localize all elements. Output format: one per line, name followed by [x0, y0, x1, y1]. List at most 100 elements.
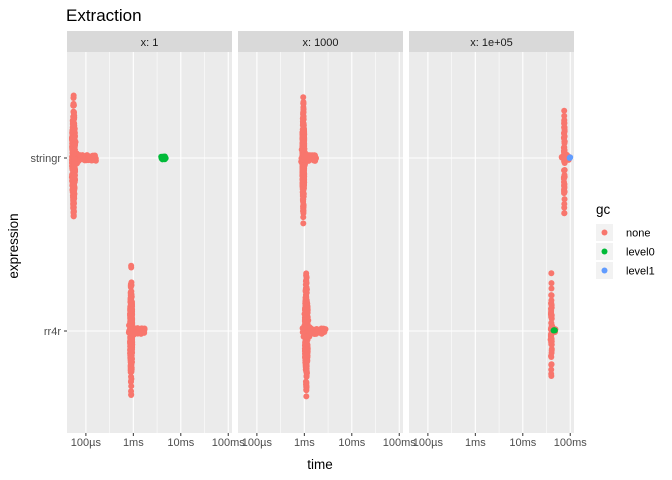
data-point	[300, 120, 307, 127]
data-point	[548, 347, 555, 354]
data-point	[71, 200, 78, 207]
data-point	[304, 358, 311, 365]
data-point	[548, 366, 555, 373]
data-point	[302, 278, 309, 285]
facet-panel: x: 1e+05 100µs 1ms 10ms 100ms	[409, 31, 587, 449]
legend-key-point	[601, 267, 608, 274]
y-axis-title: expression	[6, 213, 21, 278]
data-point	[548, 285, 555, 292]
x-tick-label: 100µs	[413, 437, 444, 449]
facet-strip-label: x: 1000	[302, 37, 338, 49]
data-point	[548, 292, 555, 299]
data-point	[561, 138, 568, 145]
data-point	[127, 307, 134, 314]
data-point	[551, 327, 558, 334]
facet-strip	[238, 31, 403, 52]
data-point	[71, 141, 78, 148]
y-tick-label: stringr	[30, 153, 61, 165]
data-point	[302, 288, 309, 295]
legend-key-point	[601, 248, 608, 255]
data-point	[127, 358, 134, 365]
data-point	[560, 175, 567, 182]
data-point	[567, 154, 574, 161]
data-point	[303, 381, 310, 388]
data-point	[548, 361, 555, 368]
data-point	[548, 370, 555, 377]
x-tick-label: 1ms	[294, 437, 315, 449]
data-point	[547, 305, 554, 312]
panel-background	[67, 52, 232, 433]
facet-panel: x: 1 100µs 1ms 10ms 100ms	[67, 31, 245, 449]
x-tick-label: 100µs	[71, 437, 102, 449]
legend-label: none	[626, 228, 650, 240]
data-point	[70, 166, 77, 173]
data-point	[141, 329, 148, 336]
legend: gc none level0 level1	[596, 202, 655, 279]
data-point	[127, 312, 134, 319]
data-point	[303, 393, 310, 400]
data-point	[128, 373, 135, 380]
data-point	[128, 383, 135, 390]
data-point	[548, 338, 555, 345]
facet-strip-label: x: 1	[141, 37, 159, 49]
x-tick-label: 10ms	[167, 437, 194, 449]
data-point	[561, 204, 568, 211]
data-point	[299, 134, 306, 141]
data-point	[314, 328, 321, 335]
facet-panel: x: 1000 100µs 1ms 10ms 100ms	[238, 31, 416, 449]
data-point	[299, 191, 306, 198]
data-point	[70, 211, 77, 218]
data-point	[300, 196, 307, 203]
data-point	[71, 172, 78, 179]
data-point	[129, 326, 136, 333]
data-point	[70, 148, 77, 155]
data-point	[71, 187, 78, 193]
data-point	[300, 109, 307, 116]
data-point	[132, 329, 139, 336]
data-point	[561, 196, 568, 203]
point-group	[158, 153, 169, 163]
data-point	[70, 121, 77, 128]
data-point	[70, 205, 77, 212]
data-point	[299, 186, 306, 193]
legend-label: level0	[626, 247, 655, 259]
data-point	[128, 262, 135, 269]
data-point	[302, 318, 309, 325]
data-point	[128, 282, 135, 289]
data-point	[128, 391, 135, 398]
point-group	[566, 154, 574, 161]
data-point	[70, 109, 77, 116]
data-point	[299, 147, 306, 154]
data-point	[548, 280, 555, 287]
data-point	[134, 325, 141, 332]
data-point	[561, 167, 568, 174]
facet-strip	[67, 31, 232, 52]
data-point	[303, 362, 310, 369]
x-tick-label: 100ms	[383, 437, 417, 449]
data-point	[304, 352, 311, 359]
data-point	[70, 100, 77, 107]
x-axis-title: time	[307, 457, 333, 472]
data-point	[300, 208, 307, 215]
data-point	[70, 134, 77, 141]
data-point	[303, 340, 310, 347]
data-point	[70, 94, 77, 101]
legend-title: gc	[596, 202, 611, 217]
panel-background	[238, 52, 403, 433]
data-point	[128, 366, 135, 373]
data-point	[303, 299, 310, 306]
data-point	[70, 117, 77, 124]
data-point	[304, 308, 311, 315]
point-group	[125, 262, 148, 399]
point-group	[550, 327, 558, 334]
x-tick-label: 100µs	[242, 437, 273, 449]
x-tick-label: 100ms	[212, 437, 246, 449]
data-point	[127, 318, 134, 325]
x-tick-label: 10ms	[509, 437, 536, 449]
data-point	[302, 345, 309, 352]
data-point	[127, 352, 134, 359]
data-point	[561, 210, 568, 217]
data-point	[561, 184, 568, 191]
x-tick-label: 1ms	[465, 437, 486, 449]
